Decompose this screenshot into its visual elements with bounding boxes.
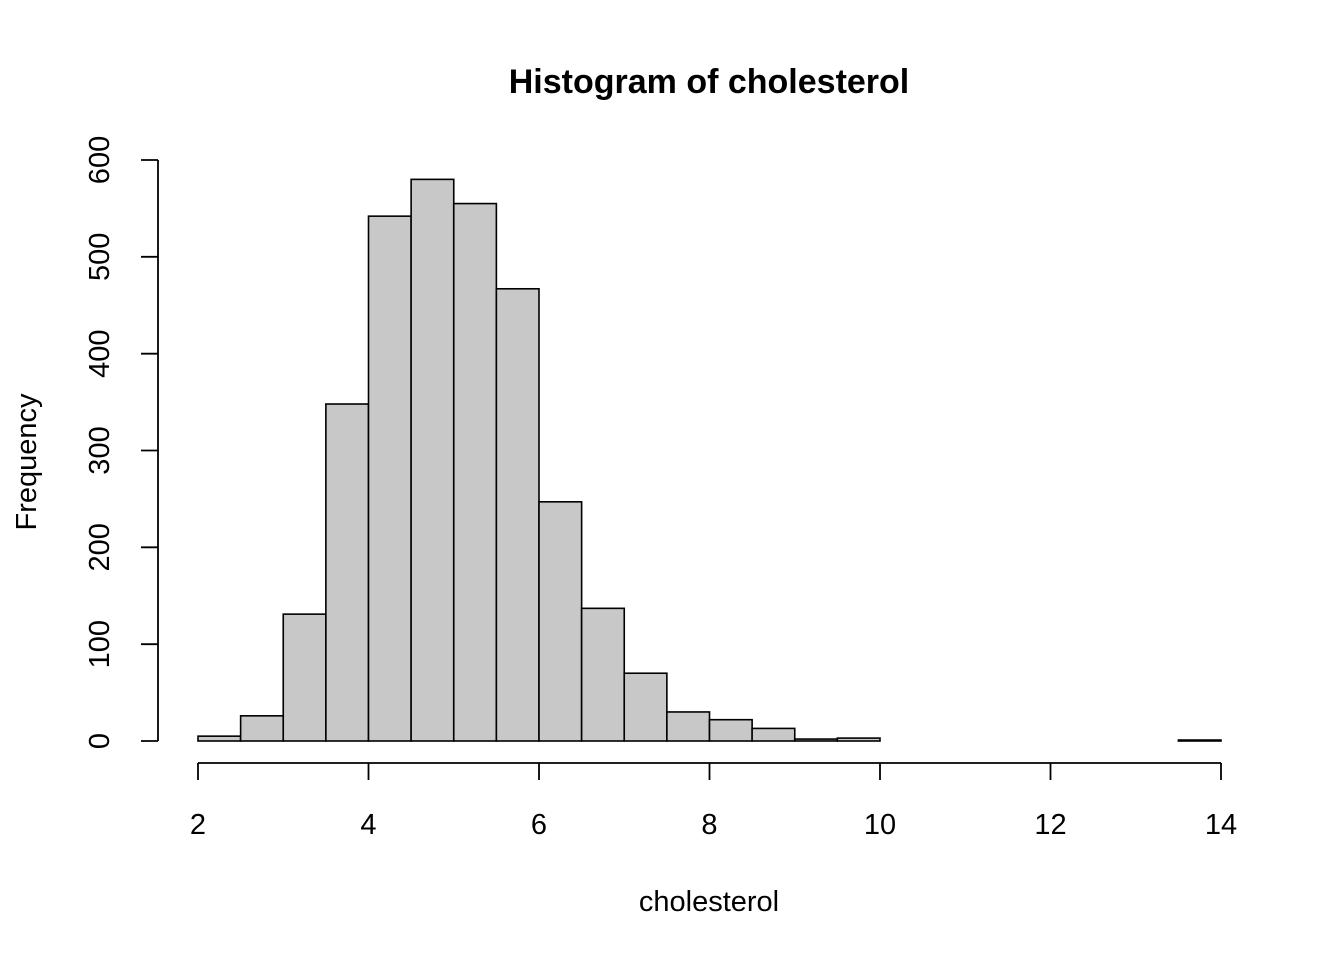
y-tick-label: 300 xyxy=(84,426,116,474)
histogram-bar xyxy=(666,711,711,742)
histogram-bar xyxy=(452,202,498,742)
histogram-bar xyxy=(751,727,796,742)
chart-title: Histogram of cholesterol xyxy=(509,63,910,101)
histogram-bar xyxy=(538,501,583,742)
histogram-bar xyxy=(197,735,242,742)
histogram-bar xyxy=(623,672,668,742)
x-axis: 2 4 6 8 10 12 14 xyxy=(190,762,1237,841)
histogram-bar xyxy=(325,403,370,742)
histogram-bar xyxy=(708,718,753,742)
histogram-bar xyxy=(239,715,285,742)
histogram-bar xyxy=(1177,739,1222,742)
x-tick-label: 10 xyxy=(864,809,896,841)
histogram-bar xyxy=(495,287,540,742)
histogram-bar xyxy=(836,737,881,742)
x-tick-label: 12 xyxy=(1034,809,1066,841)
x-tick-label: 6 xyxy=(531,809,547,841)
bars-group xyxy=(197,178,1222,742)
y-tick-label: 100 xyxy=(84,620,116,668)
y-tick-label: 500 xyxy=(84,233,116,281)
histogram-bar xyxy=(580,607,626,742)
x-tick-label: 14 xyxy=(1205,809,1237,841)
y-axis-label: Frequency xyxy=(11,393,43,531)
y-tick-label: 600 xyxy=(84,136,116,184)
y-tick-label: 400 xyxy=(84,329,116,377)
y-axis: 0 100 200 300 400 500 600 xyxy=(84,136,159,749)
y-tick-label: 0 xyxy=(84,733,116,749)
y-tick-label: 200 xyxy=(84,523,116,571)
x-tick-label: 8 xyxy=(701,809,717,841)
x-axis-label: cholesterol xyxy=(639,886,779,918)
histogram-bar xyxy=(282,613,327,742)
histogram-bar xyxy=(367,215,412,742)
histogram-bar xyxy=(793,738,839,742)
x-tick-label: 4 xyxy=(360,809,376,841)
x-tick-label: 2 xyxy=(190,809,206,841)
histogram-bar xyxy=(410,178,455,742)
